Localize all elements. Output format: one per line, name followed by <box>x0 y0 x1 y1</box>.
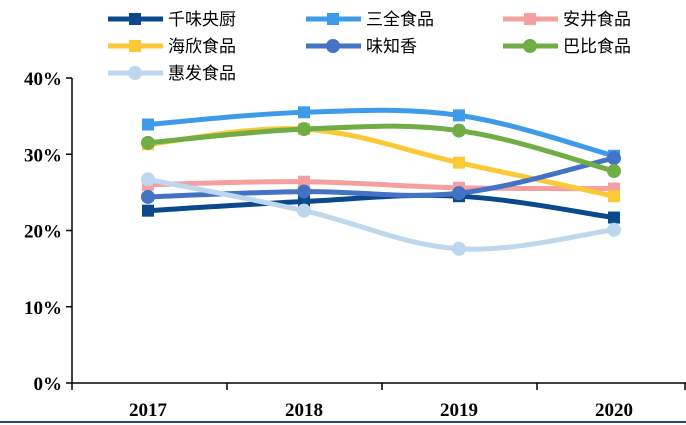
data-point <box>142 204 154 217</box>
series-6 <box>141 122 621 179</box>
legend-swatch-marker <box>129 13 141 25</box>
legend-label: 三全食品 <box>366 10 434 30</box>
y-tick-label: 30% <box>24 145 62 166</box>
legend-item: 味知香 <box>306 37 417 57</box>
data-point <box>297 203 311 218</box>
legend-item: 安井食品 <box>503 10 631 30</box>
data-point <box>452 123 466 138</box>
y-tick-label: 10% <box>24 298 62 319</box>
legend-swatch-marker <box>128 66 142 80</box>
legend-swatch-marker <box>327 13 339 25</box>
data-point <box>453 156 465 169</box>
data-point <box>141 135 155 150</box>
legend-label: 巴比食品 <box>563 37 631 57</box>
x-tick-label: 2017 <box>129 400 168 421</box>
y-tick-label: 20% <box>24 222 62 243</box>
legend-label: 千味央厨 <box>168 10 236 30</box>
legend-label: 味知香 <box>366 37 417 57</box>
data-point <box>608 190 620 203</box>
legend-item: 千味央厨 <box>108 10 236 30</box>
data-point <box>297 122 311 137</box>
data-point <box>298 106 310 119</box>
legend-item: 惠发食品 <box>108 64 236 84</box>
legend-item: 三全食品 <box>306 10 434 30</box>
data-point <box>298 175 310 188</box>
x-tick-label: 2018 <box>285 400 323 421</box>
series-line <box>145 176 617 252</box>
y-axis: 0% 10% 20% 30% 40% <box>24 69 73 395</box>
data-point <box>141 172 155 187</box>
data-point <box>453 109 465 122</box>
data-point <box>607 164 621 179</box>
legend-label: 海欣食品 <box>168 37 236 57</box>
x-tick-label: 2020 <box>595 400 633 421</box>
data-point <box>607 222 621 237</box>
x-axis: 2017 2018 2019 2020 <box>71 382 686 421</box>
data-point <box>607 151 621 166</box>
data-point <box>142 118 154 131</box>
series-line <box>145 123 617 174</box>
data-point <box>141 189 155 204</box>
legend-swatch-marker <box>129 40 141 52</box>
legend-swatch-marker <box>524 13 536 25</box>
legend-label: 安井食品 <box>563 10 631 30</box>
data-point <box>297 184 311 199</box>
legend-item: 巴比食品 <box>503 37 631 57</box>
y-tick-label: 40% <box>24 69 62 90</box>
x-tick-label: 2019 <box>440 400 478 421</box>
series-group <box>141 106 621 256</box>
data-point <box>608 211 620 224</box>
series-5 <box>141 151 621 204</box>
legend-label: 惠发食品 <box>168 64 236 84</box>
y-tick-label: 0% <box>34 374 63 395</box>
series-line <box>145 107 617 159</box>
series-line <box>145 192 617 221</box>
legend-item: 海欣食品 <box>108 37 236 57</box>
legend-swatch-marker <box>326 39 340 53</box>
legend-swatch-marker <box>523 39 537 53</box>
series-line <box>145 179 617 192</box>
data-point <box>452 186 466 201</box>
data-point <box>452 241 466 256</box>
series-7 <box>141 172 621 256</box>
